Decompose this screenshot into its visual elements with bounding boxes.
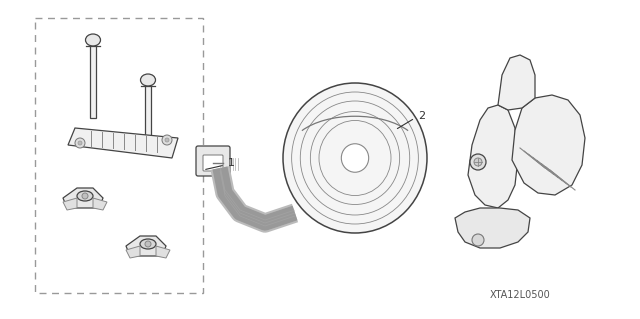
Polygon shape	[63, 188, 103, 208]
Circle shape	[75, 138, 85, 148]
Polygon shape	[156, 246, 170, 258]
Ellipse shape	[341, 144, 369, 172]
Ellipse shape	[283, 83, 427, 233]
Polygon shape	[126, 246, 140, 258]
Circle shape	[145, 241, 151, 247]
Circle shape	[82, 193, 88, 199]
Polygon shape	[93, 198, 107, 210]
Circle shape	[474, 158, 482, 166]
FancyBboxPatch shape	[203, 155, 223, 171]
Text: 2: 2	[418, 111, 425, 121]
Circle shape	[472, 234, 484, 246]
Polygon shape	[455, 208, 530, 248]
Polygon shape	[468, 105, 518, 208]
Polygon shape	[512, 95, 585, 195]
Text: XTA12L0500: XTA12L0500	[490, 290, 551, 300]
Bar	[35, 18, 203, 293]
Circle shape	[165, 138, 169, 142]
Ellipse shape	[77, 191, 93, 201]
Polygon shape	[68, 128, 178, 158]
Bar	[145, 85, 151, 150]
Bar	[90, 45, 96, 118]
Ellipse shape	[86, 34, 100, 46]
Polygon shape	[498, 55, 535, 110]
Circle shape	[470, 154, 486, 170]
Ellipse shape	[141, 74, 156, 86]
Ellipse shape	[140, 239, 156, 249]
Circle shape	[162, 135, 172, 145]
FancyBboxPatch shape	[196, 146, 230, 176]
Circle shape	[78, 141, 82, 145]
Text: 1: 1	[228, 158, 235, 168]
Polygon shape	[126, 236, 166, 256]
Polygon shape	[63, 198, 77, 210]
